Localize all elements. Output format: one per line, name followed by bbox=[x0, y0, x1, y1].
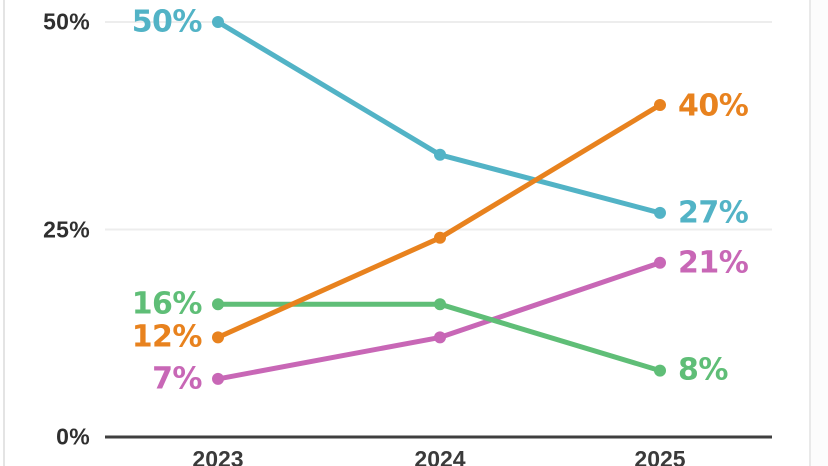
data-label-pink-2023: 7% bbox=[152, 361, 202, 397]
right-margin-strip bbox=[811, 0, 828, 466]
data-label-pink-2025: 21% bbox=[678, 245, 749, 281]
y-tick-0: 0% bbox=[56, 423, 90, 450]
data-point-green-2024 bbox=[434, 298, 446, 311]
data-label-orange-2025: 40% bbox=[678, 88, 749, 124]
data-point-teal-2024 bbox=[434, 148, 446, 161]
data-label-teal-2025: 27% bbox=[678, 195, 749, 231]
data-point-green-2023 bbox=[212, 298, 224, 311]
data-point-green-2025 bbox=[654, 364, 666, 377]
data-point-pink-2023 bbox=[212, 372, 224, 385]
y-tick-25: 25% bbox=[43, 216, 90, 243]
data-point-pink-2025 bbox=[654, 256, 666, 269]
right-border-line bbox=[809, 0, 811, 466]
series-line-teal bbox=[215, 19, 663, 216]
data-label-teal-2023: 50% bbox=[131, 4, 203, 40]
data-point-pink-2024 bbox=[434, 331, 446, 344]
data-label-green-2025: 8% bbox=[678, 352, 728, 388]
data-label-orange-2023: 12% bbox=[131, 319, 203, 355]
left-border-line bbox=[3, 0, 5, 466]
data-point-orange-2025 bbox=[654, 99, 666, 111]
x-tick-2023: 2023 bbox=[192, 446, 244, 466]
data-point-teal-2023 bbox=[212, 16, 224, 28]
data-point-orange-2023 bbox=[212, 331, 224, 344]
data-label-green-2023: 16% bbox=[131, 286, 203, 322]
x-tick-2025: 2025 bbox=[634, 446, 686, 466]
x-tick-2024: 2024 bbox=[414, 446, 466, 466]
data-point-teal-2025 bbox=[654, 206, 666, 219]
y-tick-50: 50% bbox=[43, 8, 90, 35]
series-line-pink bbox=[215, 260, 663, 382]
data-point-orange-2024 bbox=[434, 231, 446, 244]
